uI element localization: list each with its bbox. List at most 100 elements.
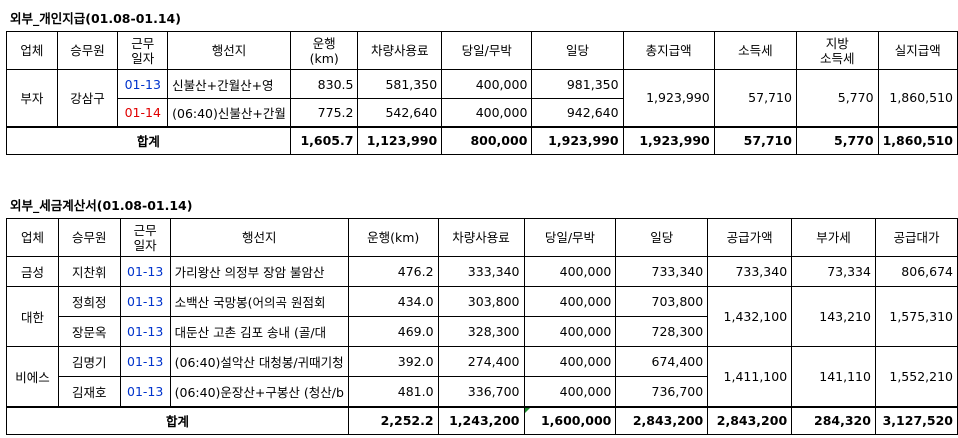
sum-daily-pay: 1,923,990 bbox=[531, 125, 624, 155]
table-row: 김재호 01-13 (06:40)운장산+구봉산 (청산/b 481.0 336… bbox=[7, 376, 958, 407]
sum-distance: 1,605.7 bbox=[289, 125, 359, 155]
distance-cell: 476.2 bbox=[347, 256, 439, 287]
sum-supply-total: 3,127,520 bbox=[874, 405, 958, 435]
header-supply-amount: 공급가액 bbox=[707, 218, 793, 257]
company-cell: 부자 bbox=[6, 69, 58, 127]
date-cell: 01-13 bbox=[119, 316, 171, 347]
day-overnight-cell: 400,000 bbox=[523, 376, 617, 407]
destination-cell: (06:40)설악산 대청봉/귀때기청 bbox=[169, 346, 349, 377]
daily-pay-cell: 733,340 bbox=[615, 256, 709, 287]
day-overnight-cell: 400,000 bbox=[523, 286, 617, 317]
date-cell: 01-13 bbox=[117, 69, 169, 99]
company-cell: 대한 bbox=[6, 286, 59, 347]
sum-vehicle-fee: 1,123,990 bbox=[357, 125, 443, 155]
total-pay-cell: 1,923,990 bbox=[622, 69, 715, 127]
driver-cell: 지찬휘 bbox=[57, 256, 121, 287]
date-cell: 01-13 bbox=[119, 346, 171, 377]
header-local-tax: 지방 소득세 bbox=[795, 31, 879, 70]
sum-local-tax: 5,770 bbox=[795, 125, 879, 155]
header-net-pay: 실지급액 bbox=[877, 31, 958, 70]
header-destination: 행선지 bbox=[169, 218, 349, 257]
company-cell: 비에스 bbox=[6, 346, 59, 407]
header-vat: 부가세 bbox=[791, 218, 876, 257]
distance-cell: 830.5 bbox=[289, 69, 359, 99]
distance-cell: 434.0 bbox=[347, 286, 439, 317]
supply-total-cell: 1,575,310 bbox=[874, 286, 958, 347]
header-vehicle-fee: 차량사용료 bbox=[357, 31, 443, 70]
sum-vat: 284,320 bbox=[791, 405, 876, 435]
daily-pay-cell: 728,300 bbox=[615, 316, 709, 347]
distance-cell: 481.0 bbox=[347, 376, 439, 407]
daily-pay-cell: 942,640 bbox=[531, 98, 624, 127]
net-pay-cell: 1,860,510 bbox=[877, 69, 958, 127]
date-cell: 01-14 bbox=[117, 98, 169, 127]
driver-cell: 정희정 bbox=[57, 286, 121, 317]
day-overnight-cell: 400,000 bbox=[523, 316, 617, 347]
table-row: 대한 정희정 01-13 소백산 국망봉(어의곡 원점회 434.0 303,8… bbox=[6, 286, 958, 347]
sum-row: 합계 2,252.2 1,243,200 1,600,000 2,843,200… bbox=[6, 405, 958, 435]
vehicle-fee-cell: 333,340 bbox=[437, 256, 525, 287]
local-tax-cell: 5,770 bbox=[795, 69, 879, 127]
header-income-tax: 소득세 bbox=[713, 31, 797, 70]
date-cell: 01-13 bbox=[119, 256, 171, 287]
sum-daily-pay: 2,843,200 bbox=[615, 405, 709, 435]
day-overnight-cell: 400,000 bbox=[441, 69, 533, 99]
sum-row: 합계 1,605.7 1,123,990 800,000 1,923,990 1… bbox=[6, 125, 958, 155]
date-cell: 01-13 bbox=[119, 286, 171, 317]
table-row: 장문옥 01-13 대둔산 고촌 김포 송내 (골/대 469.0 328,30… bbox=[7, 316, 958, 347]
sum-income-tax: 57,710 bbox=[713, 125, 797, 155]
sum-day-overnight: 800,000 bbox=[441, 125, 533, 155]
sum-label: 합계 bbox=[6, 125, 291, 155]
day-overnight-cell: 400,000 bbox=[441, 98, 533, 127]
supply-amount-cell: 733,340 bbox=[707, 256, 793, 287]
sum-day-overnight: 1,600,000 bbox=[523, 405, 617, 435]
section2-title: 외부_세금계산서(01.08-01.14) bbox=[10, 198, 193, 213]
vehicle-fee-cell: 328,300 bbox=[437, 316, 525, 347]
supply-amount-cell: 1,432,100 bbox=[707, 286, 793, 347]
header-supply-total: 공급대가 bbox=[874, 218, 958, 257]
destination-cell: 대둔산 고촌 김포 송내 (골/대 bbox=[169, 316, 349, 347]
sum-distance: 2,252.2 bbox=[347, 405, 439, 435]
day-overnight-cell: 400,000 bbox=[523, 256, 617, 287]
daily-pay-cell: 981,350 bbox=[531, 69, 624, 99]
sum-label: 합계 bbox=[6, 405, 349, 435]
header-company: 업체 bbox=[6, 218, 59, 257]
header-destination: 행선지 bbox=[167, 31, 291, 70]
destination-cell: 가리왕산 의정부 장암 불암산 bbox=[169, 256, 349, 287]
header-total-pay: 총지급액 bbox=[622, 31, 715, 70]
supply-total-cell: 806,674 bbox=[874, 256, 958, 287]
day-overnight-cell: 400,000 bbox=[523, 346, 617, 377]
distance-cell: 469.0 bbox=[347, 316, 439, 347]
driver-cell: 김재호 bbox=[57, 376, 121, 407]
destination-cell: 신불산+간월산+영 bbox=[167, 69, 291, 99]
destination-cell: 소백산 국망봉(어의곡 원점회 bbox=[169, 286, 349, 317]
header-distance: 운행 (km) bbox=[289, 31, 359, 70]
distance-cell: 392.0 bbox=[347, 346, 439, 377]
supply-amount-cell: 1,411,100 bbox=[707, 346, 793, 407]
driver-cell: 김명기 bbox=[57, 346, 121, 377]
distance-cell: 775.2 bbox=[289, 98, 359, 127]
header-distance: 운행(km) bbox=[347, 218, 439, 257]
header-vehicle-fee: 차량사용료 bbox=[437, 218, 525, 257]
date-cell: 01-13 bbox=[119, 376, 171, 407]
vehicle-fee-cell: 303,800 bbox=[437, 286, 525, 317]
tax-invoice-table: 업체 승무원 근무 일자 행선지 운행(km) 차량사용료 당일/무박 일당 공… bbox=[6, 218, 958, 435]
header-daily-pay: 일당 bbox=[615, 218, 709, 257]
header-company: 업체 bbox=[6, 31, 58, 70]
vat-cell: 143,210 bbox=[791, 286, 876, 347]
table-row: 부자 강삼구 01-13 신불산+간월산+영 830.5 581,350 400… bbox=[6, 69, 958, 127]
vehicle-fee-cell: 274,400 bbox=[437, 346, 525, 377]
vat-cell: 141,110 bbox=[791, 346, 876, 407]
income-tax-cell: 57,710 bbox=[713, 69, 797, 127]
sum-net-pay: 1,860,510 bbox=[877, 125, 958, 155]
sum-vehicle-fee: 1,243,200 bbox=[437, 405, 525, 435]
driver-cell: 강삼구 bbox=[56, 69, 119, 127]
header-driver: 승무원 bbox=[56, 31, 119, 70]
vat-cell: 73,334 bbox=[791, 256, 876, 287]
vehicle-fee-cell: 581,350 bbox=[357, 69, 443, 99]
destination-cell: (06:40)운장산+구봉산 (청산/b bbox=[169, 376, 349, 407]
header-driver: 승무원 bbox=[57, 218, 121, 257]
header-daily-pay: 일당 bbox=[531, 31, 624, 70]
table-row: 금성 지찬휘 01-13 가리왕산 의정부 장암 불암산 476.2 333,3… bbox=[6, 256, 958, 287]
company-cell: 금성 bbox=[6, 256, 59, 287]
